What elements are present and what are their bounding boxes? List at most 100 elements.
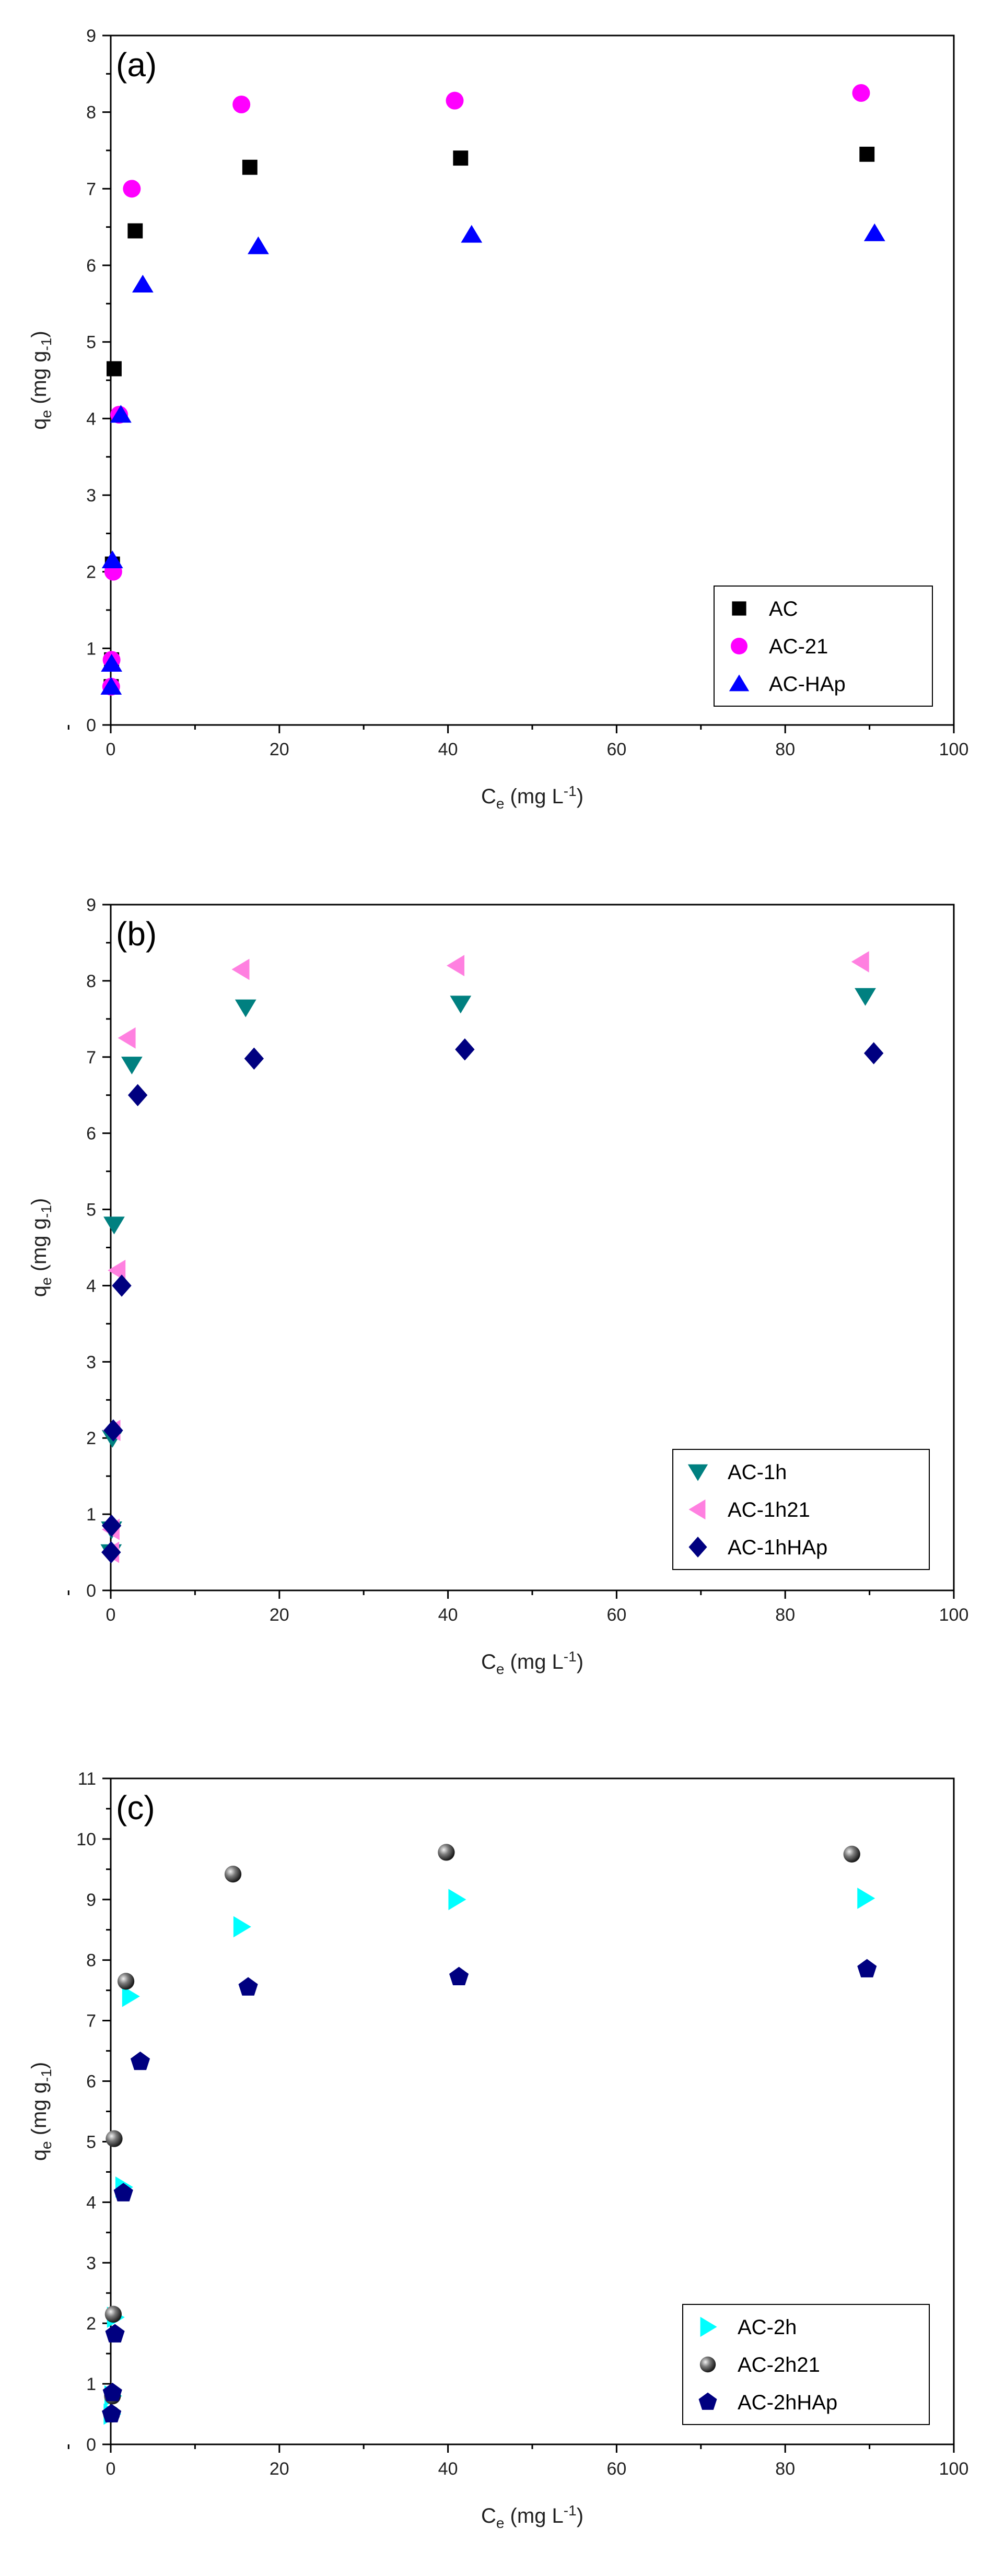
x-tick-label: 0 (106, 1605, 116, 1625)
legend-marker (732, 601, 746, 616)
data-point (123, 180, 141, 198)
data-point (447, 955, 465, 977)
data-point (863, 223, 885, 241)
legend-marker (729, 674, 750, 692)
legend-marker (688, 1499, 706, 1520)
data-point (863, 1042, 884, 1064)
data-point (455, 1038, 475, 1061)
data-point (857, 1959, 877, 1977)
data-point (102, 2404, 122, 2422)
series-AC-2hHAp (102, 1959, 877, 2422)
x-tick-label: 20 (270, 2459, 289, 2479)
legend-marker (731, 638, 747, 654)
data-point (121, 1057, 143, 1075)
y-tick-label: 8 (86, 971, 96, 991)
data-point (127, 1084, 148, 1106)
y-tick-label: 2 (86, 563, 96, 582)
data-point (113, 2183, 133, 2202)
chart-panel-a: 0 20 40 60 80 100 0 1 2 3 4 5 6 7 8 9 Ce (mg L-1) qe (mg … (28, 26, 968, 812)
y-tick-label: 3 (86, 1352, 96, 1372)
y-tick-label: 11 (78, 1769, 96, 1789)
y-tick-label: 6 (86, 256, 96, 276)
y-tick-label: 8 (86, 1951, 96, 1971)
y-tick-label: 9 (86, 26, 96, 46)
y-tick-label: 7 (86, 1048, 96, 1068)
y-tick-label: 7 (86, 179, 96, 199)
legend-label: AC-HAp (769, 673, 846, 696)
x-tick-label: 80 (775, 740, 795, 759)
y-tick-label: 4 (86, 1276, 96, 1296)
data-point (446, 91, 464, 110)
data-point (127, 223, 143, 239)
data-point (105, 2324, 125, 2343)
x-tick-label: 0 (106, 2459, 116, 2479)
data-point (101, 550, 123, 568)
data-point (103, 1216, 125, 1235)
data-point (232, 96, 251, 113)
data-point (101, 653, 123, 672)
y-tick-label: 2 (86, 2314, 96, 2334)
y-tick-label: 6 (86, 2072, 96, 2092)
legend-marker (699, 2356, 716, 2373)
data-point (110, 405, 132, 423)
data-point (101, 1514, 122, 1537)
x-tick-label: 100 (939, 740, 969, 759)
y-tick-label: 10 (76, 1830, 96, 1849)
data-point (233, 1916, 251, 1938)
data-point (107, 361, 122, 377)
panel-label: (b) (116, 915, 157, 953)
legend-label: AC-21 (769, 635, 828, 658)
x-axis-label: Ce (mg L-1) (481, 783, 583, 812)
legend: AC-2h AC-2h21 AC-2hHAp (682, 2304, 930, 2425)
data-point (461, 225, 483, 243)
legend-marker (688, 1537, 707, 1558)
chart-panel-b: 0 20 40 60 80 100 0 1 2 3 4 5 6 7 8 9 Ce (mg L-1) qe (mg … (28, 895, 968, 1677)
data-point (235, 999, 256, 1017)
data-point (100, 676, 122, 695)
data-point (106, 2130, 123, 2147)
panel-label: (a) (116, 46, 157, 84)
chart-panel-c: 0 20 40 60 80 100 0 1 2 3 4 5 6 7 8 9 10 11 Ce (mg L-1) qe … (28, 1769, 968, 2531)
data-point (244, 1047, 264, 1070)
data-point (843, 1845, 860, 1863)
legend-label: AC-2h (738, 2316, 797, 2339)
y-tick-label: 0 (86, 716, 96, 735)
data-point (859, 146, 875, 162)
data-point (438, 1844, 455, 1861)
legend-box (714, 586, 933, 707)
y-tick-label: 5 (86, 333, 96, 353)
y-tick-label: 9 (86, 895, 96, 915)
x-tick-label: 60 (606, 2459, 626, 2479)
x-tick-label: 0 (106, 740, 116, 759)
data-point (118, 1027, 136, 1049)
data-point (453, 150, 469, 166)
y-tick-label: 3 (86, 2253, 96, 2273)
data-point (102, 2382, 122, 2402)
data-point (248, 236, 269, 254)
data-point (101, 1541, 121, 1564)
data-point (224, 1865, 242, 1883)
data-point (450, 996, 472, 1014)
legend-marker (687, 1464, 708, 1481)
y-tick-label: 4 (86, 2193, 96, 2212)
data-point (242, 159, 258, 175)
y-axis-label: qe (mg g-1) (28, 331, 54, 429)
y-tick-label: 7 (86, 2011, 96, 2031)
legend-label: AC (769, 598, 798, 620)
y-tick-label: 8 (86, 103, 96, 123)
x-tick-label: 20 (270, 740, 289, 759)
y-tick-label: 0 (86, 2435, 96, 2455)
x-axis-label: Ce (mg L-1) (481, 2502, 583, 2531)
x-tick-label: 20 (270, 1605, 289, 1625)
legend-label: AC-1h21 (728, 1498, 810, 1521)
data-point (449, 1966, 469, 1985)
data-point (851, 951, 869, 973)
y-tick-label: 5 (86, 2132, 96, 2152)
x-axis-label: Ce (mg L-1) (481, 1648, 583, 1677)
data-point (104, 2305, 122, 2323)
x-tick-label: 40 (438, 2459, 458, 2479)
y-tick-label: 1 (86, 1505, 96, 1525)
data-point (855, 988, 876, 1006)
data-point (112, 1274, 132, 1297)
